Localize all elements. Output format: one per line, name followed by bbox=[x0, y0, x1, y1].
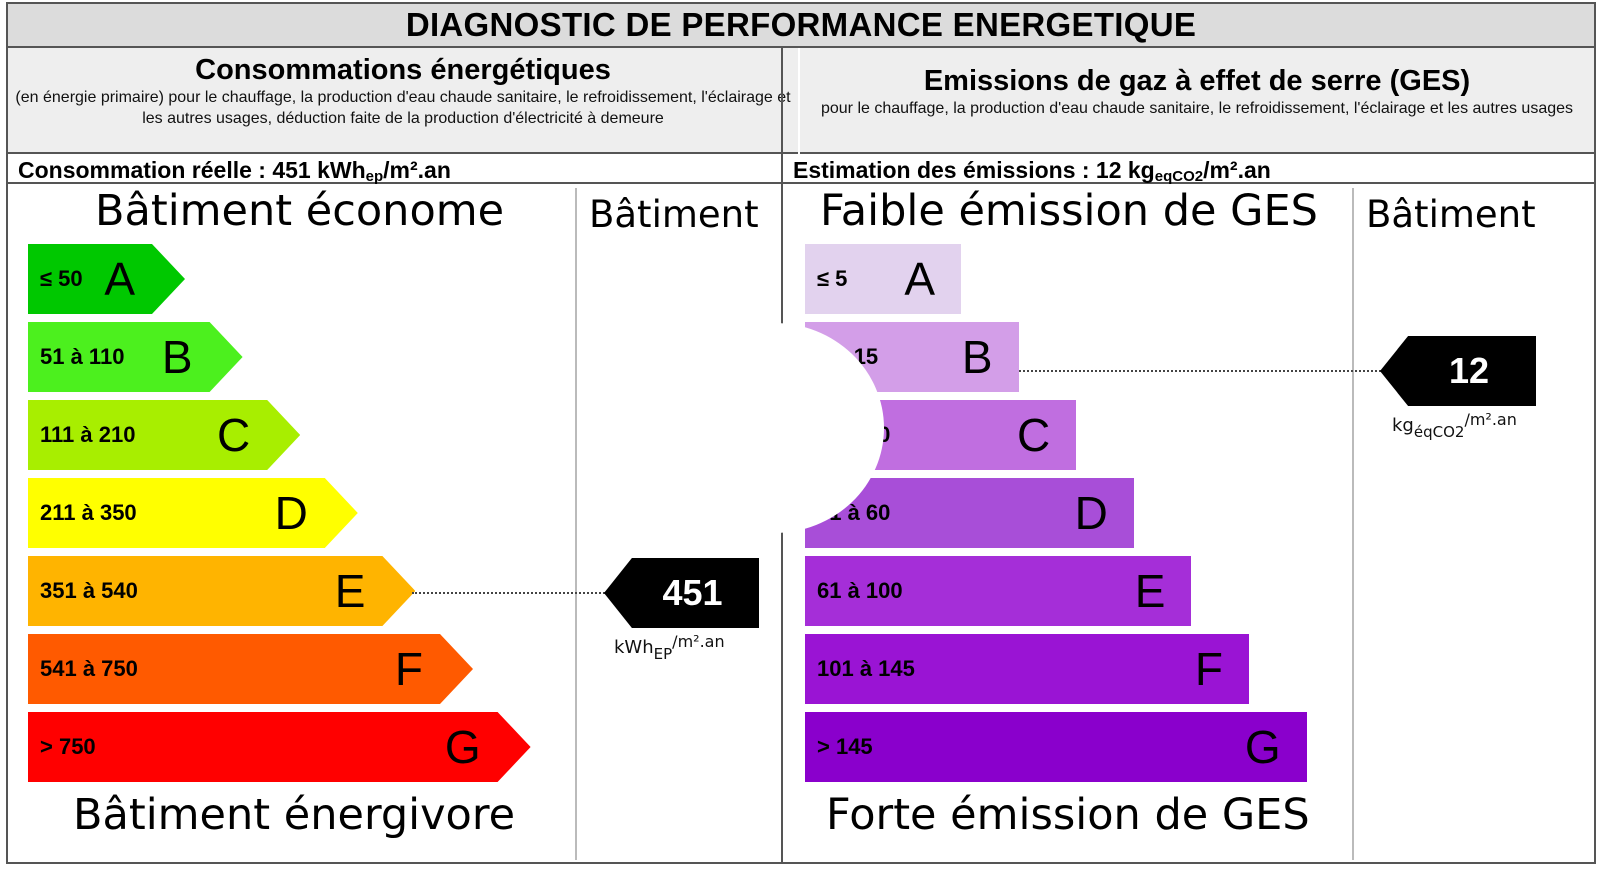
ges-top-label: Faible émission de GES bbox=[820, 186, 1318, 236]
ges-class-a: ≤ 5 A bbox=[805, 244, 961, 314]
ges-result-row: Estimation des émissions : 12 kgeqCO2/m²… bbox=[783, 156, 1594, 185]
ges-unit-sup: /m².an bbox=[1464, 410, 1517, 429]
page-title: DIAGNOSTIC DE PERFORMANCE ENERGETIQUE bbox=[6, 2, 1596, 48]
energy-top-label: Bâtiment économe bbox=[95, 186, 505, 236]
ges-heading: Emissions de gaz à effet de serre (GES) bbox=[923, 65, 1471, 97]
energy-unit-sup: /m².an bbox=[672, 632, 725, 651]
energy-class-letter: B bbox=[161, 331, 193, 383]
energy-class-letter: A bbox=[104, 253, 135, 305]
ges-class-letter: F bbox=[1194, 643, 1223, 695]
ges-unit-sub: éqCO2 bbox=[1413, 423, 1465, 441]
ges-value-arrow: 12 bbox=[1380, 336, 1536, 406]
energy-class-letter: E bbox=[334, 565, 366, 617]
energy-column-label: Bâtiment bbox=[589, 193, 759, 236]
ges-result-sub: eqCO2 bbox=[1154, 168, 1204, 185]
ges-class-range: 61 à 100 bbox=[817, 578, 903, 603]
energy-class-range: ≤ 50 bbox=[40, 266, 83, 291]
energy-class-c: 111 à 210 C bbox=[28, 400, 301, 470]
ges-result-suffix: /m².an bbox=[1203, 157, 1271, 183]
energy-pointer-line bbox=[412, 592, 608, 594]
energy-class-a: ≤ 50 A bbox=[28, 244, 185, 314]
energy-class-letter: D bbox=[274, 487, 308, 539]
ges-header: Emissions de gaz à effet de serre (GES) … bbox=[800, 48, 1594, 154]
ges-column-separator bbox=[1352, 188, 1354, 860]
ges-bottom-label: Forte émission de GES bbox=[826, 790, 1310, 840]
ges-class-g: > 145 G bbox=[805, 712, 1307, 782]
energy-class-f: 541 à 750 F bbox=[28, 634, 473, 704]
energy-unit-main: kWh bbox=[614, 637, 654, 658]
energy-result-sub: ep bbox=[365, 168, 384, 185]
ges-class-range: ≤ 5 bbox=[817, 266, 848, 291]
energy-result-prefix: Consommation réelle : 451 kWh bbox=[18, 157, 366, 183]
energy-column-separator bbox=[575, 188, 577, 860]
ges-unit: kgéqCO2/m².an bbox=[1392, 410, 1517, 441]
ges-class-e: 61 à 100 E bbox=[805, 556, 1192, 626]
energy-header: Consommations énergétiques (en énergie p… bbox=[8, 48, 798, 154]
energy-result-suffix: /m².an bbox=[383, 157, 451, 183]
ges-class-f: 101 à 145 F bbox=[805, 634, 1249, 704]
energy-class-range: 541 à 750 bbox=[40, 656, 138, 681]
ges-pointer-line bbox=[1019, 370, 1385, 372]
energy-value-arrow: 451 bbox=[604, 558, 759, 628]
energy-class-g: > 750 G bbox=[28, 712, 531, 782]
ges-unit-main: kg bbox=[1392, 415, 1414, 436]
ges-class-letter: B bbox=[961, 331, 993, 383]
energy-class-b: 51 à 110 B bbox=[28, 322, 243, 392]
energy-class-letter: F bbox=[394, 643, 423, 695]
energy-unit-sub: EP bbox=[653, 645, 673, 663]
energy-class-letter: G bbox=[444, 721, 481, 773]
ges-class-letter: E bbox=[1134, 565, 1166, 617]
energy-result-row: Consommation réelle : 451 kWhep/m².an bbox=[8, 156, 798, 185]
ges-class-range: > 145 bbox=[817, 734, 873, 759]
ges-subheading: pour le chauffage, la production d'eau c… bbox=[820, 100, 1574, 117]
ges-class-letter: D bbox=[1074, 487, 1108, 539]
ges-class-letter: G bbox=[1244, 721, 1281, 773]
energy-class-range: 51 à 110 bbox=[40, 344, 125, 369]
energy-class-e: 351 à 540 E bbox=[28, 556, 416, 626]
energy-bottom-label: Bâtiment énergivore bbox=[73, 790, 516, 840]
energy-class-letter: C bbox=[216, 409, 251, 461]
ges-result-prefix: Estimation des émissions : 12 kg bbox=[793, 157, 1155, 183]
energy-class-range: 351 à 540 bbox=[40, 578, 138, 603]
energy-class-d: 211 à 350 D bbox=[28, 478, 358, 548]
energy-heading: Consommations énergétiques bbox=[195, 54, 611, 86]
energy-class-range: > 750 bbox=[40, 734, 96, 759]
ges-class-letter: A bbox=[904, 253, 935, 305]
energy-unit: kWhEP/m².an bbox=[614, 632, 725, 663]
energy-class-range: 211 à 350 bbox=[40, 500, 137, 525]
ges-class-letter: C bbox=[1016, 409, 1051, 461]
ges-column-label: Bâtiment bbox=[1366, 193, 1536, 236]
energy-class-range: 111 à 210 bbox=[40, 422, 136, 447]
ges-class-range: 101 à 145 bbox=[817, 656, 915, 681]
energy-subheading: (en énergie primaire) pour le chauffage,… bbox=[15, 89, 791, 127]
